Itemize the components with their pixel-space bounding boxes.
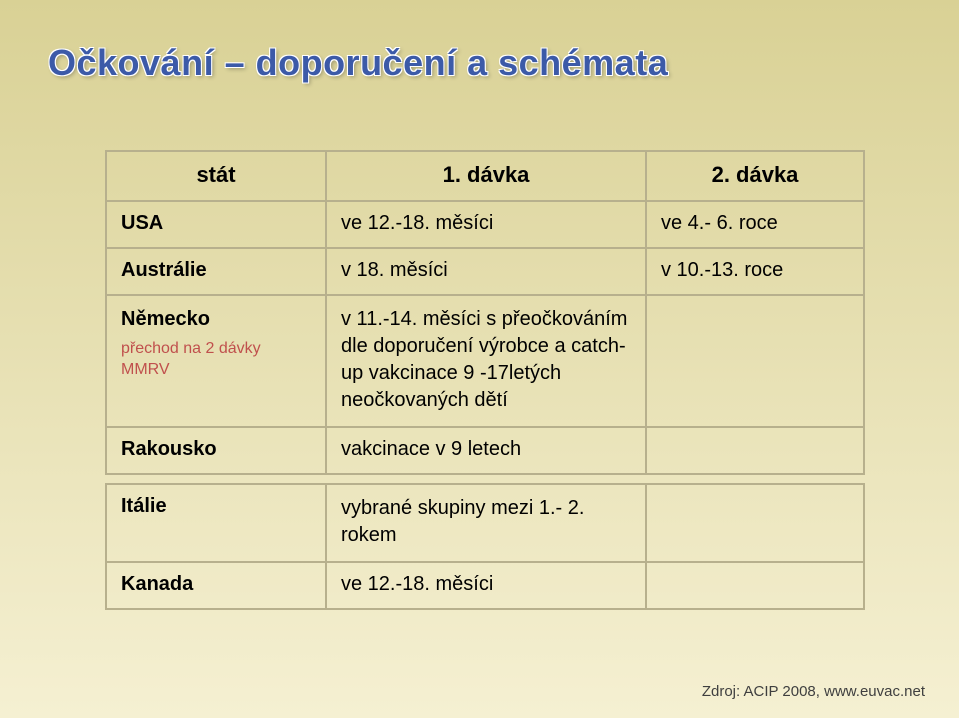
cell-state: Austrálie — [106, 248, 326, 295]
section-gap — [106, 474, 864, 484]
cell-state: Itálie — [106, 484, 326, 562]
cell-dose2 — [646, 562, 864, 609]
table-row: Itálie vybrané skupiny mezi 1.- 2. rokem — [106, 484, 864, 562]
cell-dose2 — [646, 484, 864, 562]
table-row: Rakousko vakcinace v 9 letech — [106, 427, 864, 474]
cell-dose1: v 11.-14. měsíci s přeočkováním dle dopo… — [326, 295, 646, 427]
cell-state-germany: Německo přechod na 2 dávky MMRV — [106, 295, 326, 427]
table-row: USA ve 12.-18. měsíci ve 4.- 6. roce — [106, 201, 864, 248]
vaccination-table: stát 1. dávka 2. dávka USA ve 12.-18. mě… — [105, 150, 863, 610]
cell-state: Kanada — [106, 562, 326, 609]
table-row: Německo přechod na 2 dávky MMRV v 11.-14… — [106, 295, 864, 427]
col-dose1: 1. dávka — [326, 151, 646, 201]
page-title: Očkování – doporučení a schémata — [48, 42, 668, 84]
source-citation: Zdroj: ACIP 2008, www.euvac.net — [702, 683, 925, 700]
cell-dose2: ve 4.- 6. roce — [646, 201, 864, 248]
cell-dose1: ve 12.-18. měsíci — [326, 201, 646, 248]
col-dose2: 2. dávka — [646, 151, 864, 201]
cell-state: Rakousko — [106, 427, 326, 474]
cell-dose1: vybrané skupiny mezi 1.- 2. rokem — [326, 484, 646, 562]
mmrv-note: přechod na 2 dávky MMRV — [121, 339, 311, 381]
cell-state: USA — [106, 201, 326, 248]
table-row: Kanada ve 12.-18. měsíci — [106, 562, 864, 609]
cell-dose2: v 10.-13. roce — [646, 248, 864, 295]
table-header-row: stát 1. dávka 2. dávka — [106, 151, 864, 201]
cell-dose1: ve 12.-18. měsíci — [326, 562, 646, 609]
cell-dose1: vakcinace v 9 letech — [326, 427, 646, 474]
cell-dose2 — [646, 427, 864, 474]
table-row: Austrálie v 18. měsíci v 10.-13. roce — [106, 248, 864, 295]
col-state: stát — [106, 151, 326, 201]
cell-dose2 — [646, 295, 864, 427]
cell-dose1: v 18. měsíci — [326, 248, 646, 295]
state-label: Německo — [121, 308, 210, 330]
